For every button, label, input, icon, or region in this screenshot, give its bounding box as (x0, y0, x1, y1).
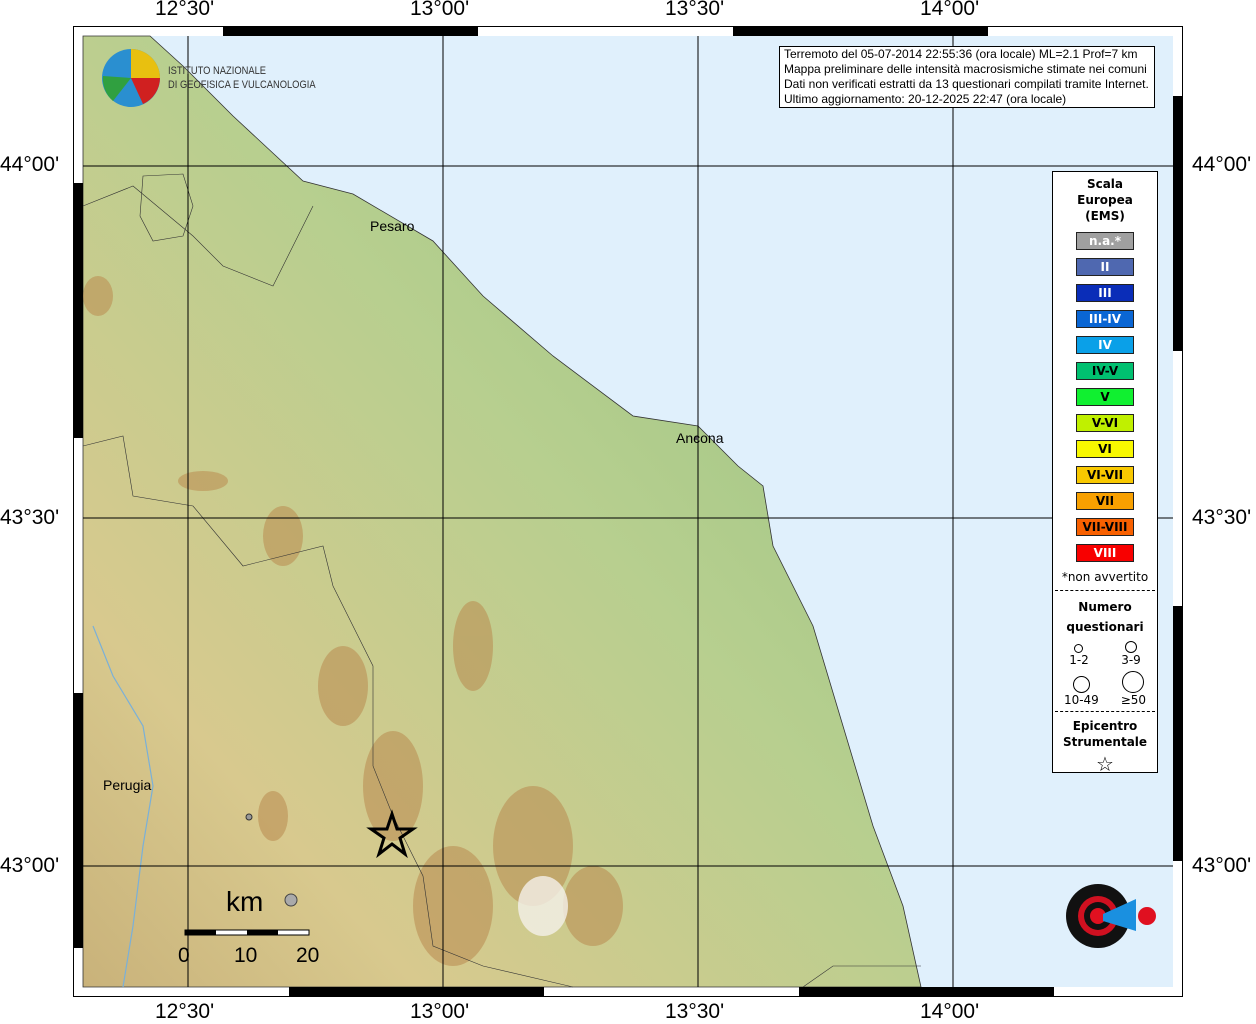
map[interactable] (73, 26, 1183, 997)
size-label: 3-9 (1121, 653, 1141, 667)
legend-swatch: VII-VIII (1076, 518, 1134, 536)
legend-swatch: V (1076, 388, 1134, 406)
legend-swatch: VI-VII (1076, 466, 1134, 484)
legend: Scala Europea (EMS) n.a.* II III III-IV IV IV… (1052, 171, 1158, 776)
info-line: Ultimo aggiornamento: 20-12-2025 22:47 (… (784, 92, 1067, 106)
star-icon: ☆ (1096, 752, 1114, 776)
logo-text: DI GEOFISICA E VULCANOLOGIA (168, 79, 316, 91)
size-label: 1-2 (1069, 653, 1089, 667)
epicentro-title: Strumentale (1062, 735, 1148, 749)
city-label-pesaro: Pesaro (370, 218, 415, 234)
left-lat-label: 44°00' (0, 153, 60, 176)
legend-swatch: IV-V (1076, 362, 1134, 380)
peaks (518, 876, 568, 936)
intensity-point[interactable] (284, 893, 298, 907)
legend-swatch: II (1076, 258, 1134, 276)
info-line: Terremoto del 05-07-2014 22:55:36 (ora l… (784, 47, 1138, 61)
legend-swatch: VII (1076, 492, 1134, 510)
bottom-lon-label: 14°00' (920, 1000, 980, 1023)
legend-swatch: VIII (1076, 544, 1134, 562)
legend-title: (EMS) (1085, 209, 1125, 223)
right-lat-label: 43°30' (1192, 506, 1252, 529)
scale-tick: 10 (234, 944, 258, 967)
epicentro-title: Epicentro (1072, 719, 1138, 733)
info-line: Mappa preliminare delle intensità macros… (784, 62, 1147, 76)
bottom-lon-label: 13°30' (665, 1000, 725, 1023)
legend-swatch: V-VI (1076, 414, 1134, 432)
top-lon-label: 12°30' (155, 0, 215, 20)
scale-bar (184, 929, 310, 936)
size-label: 10-49 (1063, 693, 1099, 707)
bottom-lon-label: 13°00' (410, 1000, 470, 1023)
legend-swatch: n.a.* (1076, 232, 1134, 250)
logo-text: ISTITUTO NAZIONALE (168, 65, 267, 77)
hai-sentito-logo (1066, 884, 1156, 948)
scale-tick: 0 (178, 944, 190, 967)
map-border (73, 26, 1183, 997)
ancona-marker (694, 436, 698, 440)
left-lat-label: 43°00' (0, 854, 60, 877)
intensity-point[interactable] (245, 813, 253, 821)
epicenter-star[interactable] (366, 809, 418, 859)
legend-title: Europea (1077, 193, 1133, 207)
legend-title: Scala (1086, 177, 1124, 191)
scale-unit: km (226, 886, 264, 917)
borders (82, 173, 921, 988)
top-lon-label: 13°00' (410, 0, 470, 20)
relief (83, 276, 623, 966)
size-label: ≥50 (1120, 693, 1147, 707)
top-lon-label: 13°30' (665, 0, 725, 20)
city-label-ancona: Ancona (676, 430, 724, 446)
right-lat-label: 44°00' (1192, 153, 1252, 176)
top-lon-label: 14°00' (920, 0, 980, 20)
numero-title: Numero (1078, 600, 1132, 614)
legend-swatch: VI (1076, 440, 1134, 458)
river (92, 625, 154, 988)
legend-swatch: IV (1076, 336, 1134, 354)
left-lat-label: 43°30' (0, 506, 60, 529)
numero-title: questionari (1066, 620, 1144, 634)
legend-swatch: III (1076, 284, 1134, 302)
event-info-box: Terremoto del 05-07-2014 22:55:36 (ora l… (779, 46, 1155, 108)
city-label-perugia: Perugia (103, 777, 152, 793)
bottom-lon-label: 12°30' (155, 1000, 215, 1023)
graticule (83, 36, 1173, 987)
legend-swatch: III-IV (1076, 310, 1134, 328)
right-lat-label: 43°00' (1192, 854, 1252, 877)
ingv-logo (102, 49, 160, 107)
scale-tick: 20 (296, 944, 320, 967)
legend-note: *non avvertito (1061, 570, 1149, 584)
info-line: Dati non verificati estratti da 13 quest… (784, 77, 1149, 91)
